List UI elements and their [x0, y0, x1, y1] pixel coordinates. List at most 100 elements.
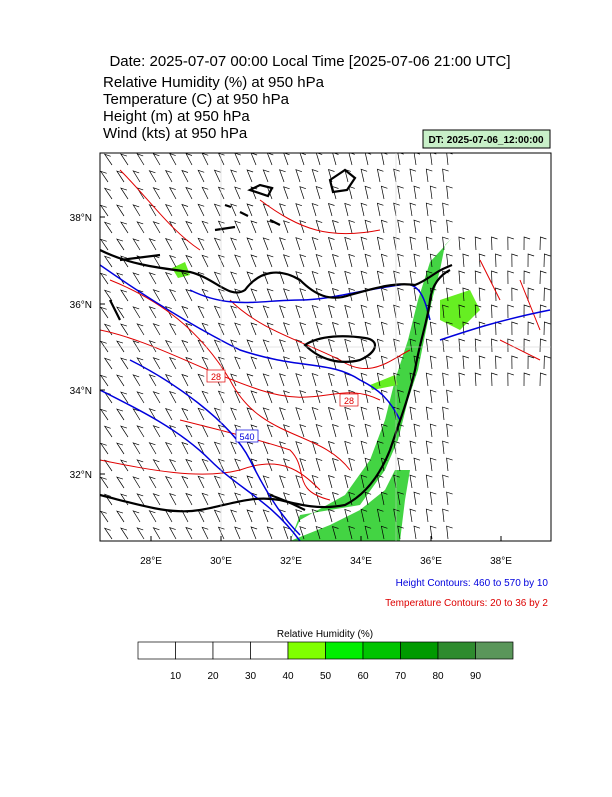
wind-barb [152, 357, 161, 370]
wind-barb [299, 220, 307, 234]
wind-barb [262, 305, 270, 319]
wind-barb [103, 493, 113, 506]
wind-barb [425, 372, 433, 387]
wind-barb [527, 355, 535, 370]
colorbar-box [137, 641, 176, 660]
lon-label: 38°E [490, 556, 512, 567]
wind-barb [376, 338, 384, 353]
wind-barb [446, 491, 453, 506]
wind-barb [413, 389, 421, 404]
colorbar-label: 50 [320, 671, 332, 682]
wind-barb [217, 458, 225, 472]
wind-barb [299, 390, 307, 404]
wind-barb [413, 491, 421, 506]
wind-barb [527, 287, 535, 302]
wind-barb [234, 390, 241, 404]
wind-barb [234, 458, 241, 472]
wind-barb [429, 525, 437, 540]
colorbar-label: 30 [245, 671, 257, 682]
wind-barb [344, 270, 351, 285]
wind-barb [315, 424, 323, 438]
wind-barb [283, 220, 290, 234]
wind-barb [299, 186, 307, 200]
wind-barb [103, 527, 113, 540]
map [100, 153, 551, 541]
wind-barb [295, 203, 303, 217]
lon-label: 32°E [280, 556, 302, 567]
wind-barb [120, 289, 129, 302]
wind-barb [393, 202, 400, 217]
wind-barb [446, 185, 453, 200]
wind-barb [376, 236, 384, 251]
wind-barb [230, 339, 237, 353]
wind-barbs [100, 153, 551, 540]
wind-barb [295, 373, 303, 387]
wind-barb [413, 321, 421, 336]
wind-barb [132, 408, 141, 421]
wind-barb [474, 338, 482, 353]
wind-barb [413, 185, 421, 200]
wind-barb [136, 391, 145, 404]
wind-barb [103, 153, 113, 166]
wind-barb [397, 355, 404, 370]
wind-barb [311, 509, 319, 523]
wind-barb [136, 527, 145, 540]
lon-label: 34°E [350, 556, 372, 567]
wind-barb [164, 271, 173, 285]
contour-label: 28 [211, 372, 221, 382]
wind-barb [120, 391, 129, 404]
wind-barb [442, 202, 449, 217]
wind-barb [197, 475, 205, 489]
wind-barb [136, 153, 145, 166]
wind-barb [360, 338, 368, 353]
wind-barb [103, 357, 113, 370]
wind-barb [364, 153, 372, 166]
colorbar-box [325, 641, 364, 660]
wind-barb [152, 153, 161, 166]
wind-barb [393, 508, 400, 523]
wind-barb [230, 441, 237, 455]
wind-barb [495, 355, 502, 370]
wind-barb [458, 338, 466, 353]
wind-barb [283, 186, 290, 200]
wind-barb [327, 372, 335, 387]
wind-barb [380, 491, 388, 506]
wind-barb [100, 272, 109, 285]
colorbar-label: 90 [470, 671, 482, 682]
lat-label: 32°N [70, 470, 92, 481]
wind-barb [523, 338, 531, 353]
wind-barb [376, 202, 384, 217]
wind-barb [397, 457, 404, 472]
wind-barb [413, 219, 421, 234]
wind-barb [201, 186, 209, 200]
wind-barb [425, 202, 433, 217]
wind-barb [331, 253, 339, 268]
wind-barb [299, 254, 307, 268]
colorbar-box [362, 641, 401, 660]
wind-barb [164, 305, 173, 319]
wind-barb [315, 220, 323, 234]
wind-barb [213, 475, 221, 489]
wind-barb [381, 153, 388, 166]
wind-barb [376, 270, 384, 285]
wind-barb [299, 153, 307, 166]
wind-barb [148, 408, 157, 421]
wind-barb [213, 237, 221, 251]
wind-barb [246, 339, 254, 353]
colorbar-box [212, 641, 251, 660]
wind-barb [360, 508, 368, 523]
wind-barb [197, 441, 205, 455]
wind-barb [348, 287, 355, 302]
wind-barb [446, 287, 453, 302]
wind-barb [250, 356, 258, 370]
wind-barb [442, 304, 449, 319]
wind-barb [250, 322, 258, 336]
wind-barb [250, 288, 258, 302]
wind-barb [511, 287, 518, 302]
wind-barb [283, 356, 290, 370]
wind-barb [181, 441, 189, 455]
wind-barb [364, 389, 372, 404]
wind-barb [344, 236, 351, 251]
wind-barb [234, 526, 241, 540]
wind-barb [148, 340, 157, 353]
